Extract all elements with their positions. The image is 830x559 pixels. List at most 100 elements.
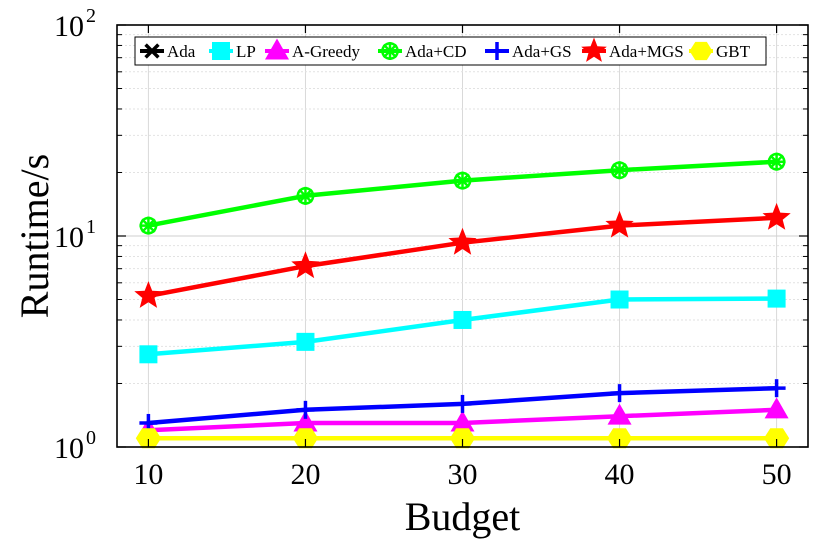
legend-label: LP	[236, 42, 256, 61]
marker-square	[453, 310, 472, 329]
data-point	[139, 216, 158, 235]
data-point	[763, 428, 790, 449]
legend-entry: Ada+GS	[485, 42, 572, 61]
legend-entry: GBT	[689, 41, 751, 61]
data-point	[605, 210, 634, 238]
data-point	[134, 281, 163, 308]
marker-spoke	[769, 154, 784, 169]
legend: Ada LP A-Greedy Ada+CD Ada+GS Ada+MGS GBT	[134, 36, 767, 66]
data-point	[767, 379, 786, 398]
series-lp	[139, 289, 786, 364]
data-point	[607, 403, 632, 425]
x-tick-label: 50	[762, 458, 792, 491]
data-point	[764, 397, 789, 419]
series-layer	[134, 152, 791, 449]
marker-star	[605, 210, 634, 238]
legend-marker	[581, 37, 607, 62]
marker-spoke	[141, 218, 156, 233]
legend-label: Ada+GS	[512, 42, 572, 61]
marker-cross-b	[144, 43, 160, 59]
legend-entry: A-Greedy	[265, 38, 360, 61]
legend-label: Ada	[167, 42, 196, 61]
legend-marker	[488, 42, 506, 60]
data-point	[450, 410, 475, 432]
series-ada-cd	[139, 152, 786, 235]
marker-square	[767, 289, 786, 308]
legend-marker	[381, 42, 399, 60]
marker-spoke	[298, 188, 313, 204]
marker-spoke	[612, 162, 627, 178]
data-point	[610, 290, 629, 309]
data-point	[453, 171, 472, 190]
data-point	[293, 410, 318, 432]
marker-hexagon	[689, 41, 713, 61]
series-gbt	[135, 428, 790, 449]
y-tick-exponent: 1	[86, 216, 96, 238]
marker-triangle	[293, 410, 318, 432]
x-tick-label: 10	[133, 458, 163, 491]
marker-square	[610, 290, 629, 309]
data-point	[139, 345, 158, 364]
data-point	[448, 227, 477, 255]
marker-hexagon	[449, 428, 476, 449]
marker-hexagon	[135, 428, 162, 449]
legend-label: Ada+CD	[405, 42, 467, 61]
legend-entry: Ada+CD	[378, 42, 467, 61]
marker-hexagon	[292, 428, 319, 449]
legend-label: GBT	[716, 42, 751, 61]
marker-hexagon	[763, 428, 790, 449]
data-point	[292, 428, 319, 449]
marker-spoke	[455, 173, 470, 188]
data-point	[610, 384, 629, 403]
legend-marker	[144, 43, 160, 59]
data-point	[453, 310, 472, 329]
data-point	[135, 428, 162, 449]
legend-marker	[265, 38, 289, 60]
marker-star	[134, 281, 163, 308]
data-point	[449, 428, 476, 449]
legend-label: A-Greedy	[292, 42, 360, 61]
y-tick-label: 10	[54, 432, 84, 465]
series-ada-mgs	[134, 202, 791, 308]
data-point	[606, 428, 633, 449]
x-tick-label: 30	[448, 458, 478, 491]
y-tick-exponent: 2	[86, 5, 96, 27]
legend-marker	[689, 41, 713, 61]
y-tick-label: 10	[54, 10, 84, 43]
y-tick-label: 10	[54, 221, 84, 254]
marker-star	[291, 251, 320, 279]
legend-entry: Ada	[140, 42, 196, 61]
marker-square	[212, 42, 230, 60]
data-point	[767, 152, 786, 171]
data-point	[610, 161, 629, 180]
legend-box	[134, 36, 767, 66]
marker-triangle	[450, 410, 475, 432]
x-tick-label: 40	[605, 458, 635, 491]
legend-marker	[212, 42, 230, 60]
legend-entry: Ada+MGS	[581, 37, 684, 62]
marker-hexagon	[606, 428, 633, 449]
data-point	[767, 289, 786, 308]
marker-star	[448, 227, 477, 255]
y-axis-label: Runtime/s	[12, 154, 57, 318]
marker-square	[139, 345, 158, 364]
marker-star	[762, 202, 791, 230]
data-point	[453, 394, 472, 413]
marker-star	[581, 37, 607, 62]
marker-triangle	[265, 38, 289, 60]
legend-entry: LP	[209, 42, 256, 61]
legend-label: Ada+MGS	[609, 42, 684, 61]
data-point	[296, 400, 315, 419]
data-point	[296, 186, 315, 205]
marker-triangle	[764, 397, 789, 419]
x-axis-label: Budget	[405, 494, 521, 539]
marker-square	[296, 332, 315, 351]
data-point	[291, 251, 320, 279]
marker-triangle	[607, 403, 632, 425]
data-point	[296, 332, 315, 351]
data-point	[762, 202, 791, 230]
y-tick-exponent: 0	[86, 427, 96, 449]
x-tick-label: 20	[290, 458, 320, 491]
